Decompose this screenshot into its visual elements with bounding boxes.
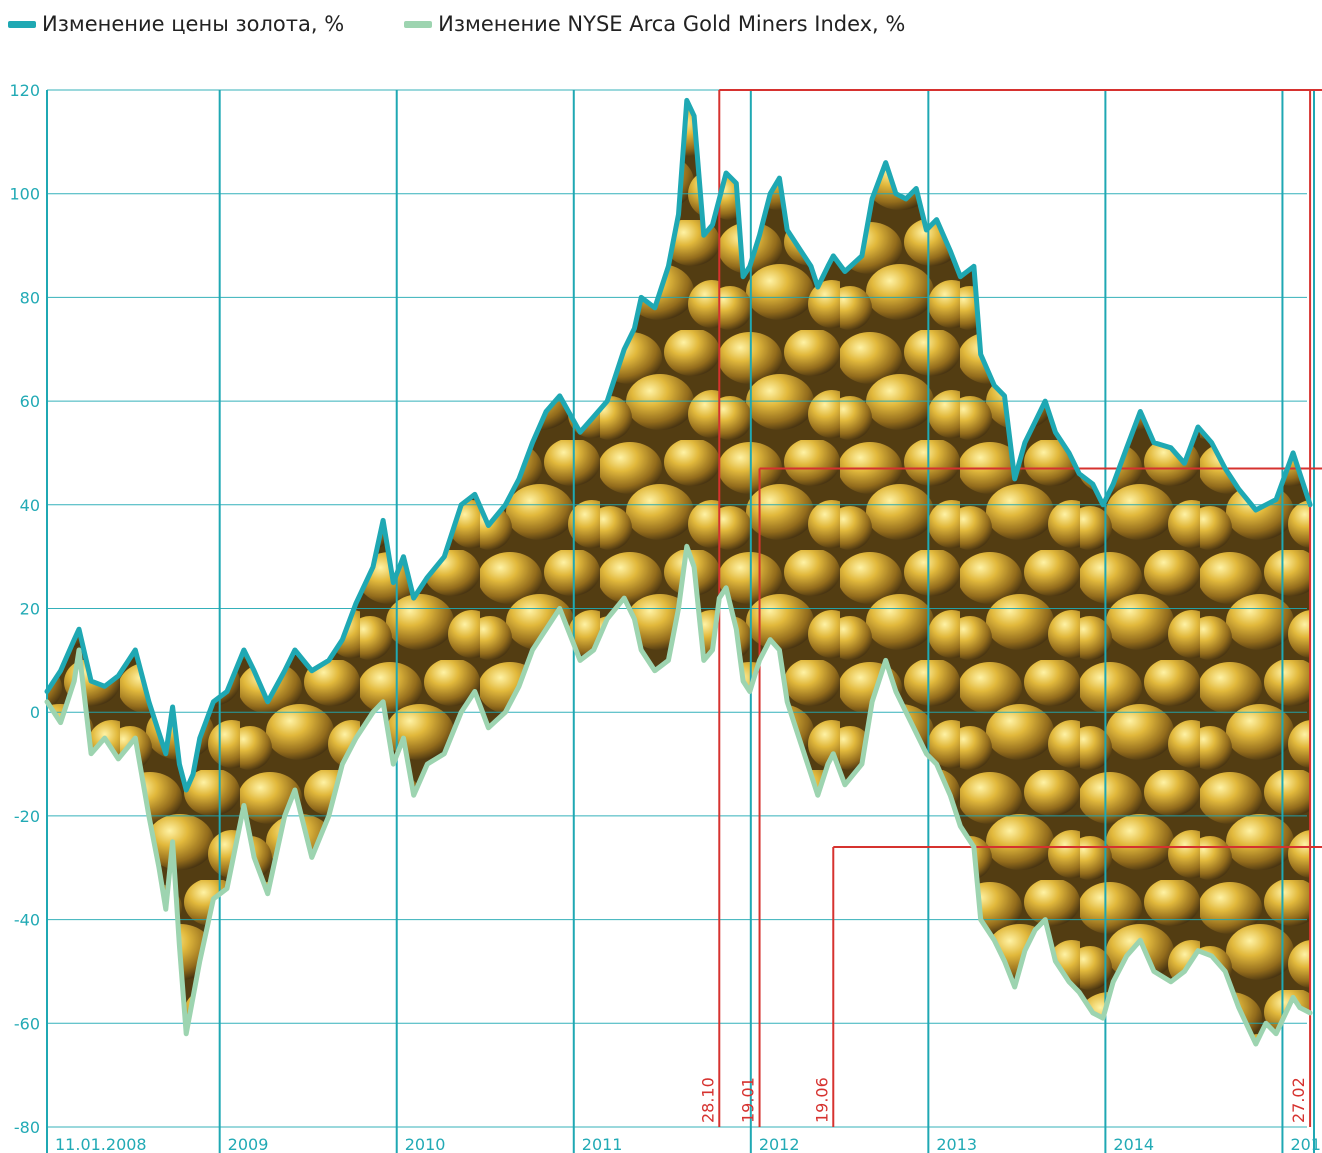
ytick-label--40: -40 xyxy=(14,911,40,930)
marker-label-0: 28.10 xyxy=(698,1077,717,1123)
legend: Изменение цены золота, % Изменение NYSE … xyxy=(8,8,965,40)
legend-item-miners: Изменение NYSE Arca Gold Miners Index, % xyxy=(404,12,905,36)
legend-item-gold: Изменение цены золота, % xyxy=(8,12,344,36)
ytick-label-60: 60 xyxy=(20,392,40,411)
ytick-label-80: 80 xyxy=(20,288,40,307)
legend-swatch-gold xyxy=(8,20,36,28)
ytick-label-20: 20 xyxy=(20,600,40,619)
xtick-label-6: 2014 xyxy=(1113,1135,1154,1153)
ytick-label-40: 40 xyxy=(20,496,40,515)
xtick-label-2: 2010 xyxy=(405,1135,446,1153)
legend-label-gold: Изменение цены золота, % xyxy=(42,12,345,36)
marker-label-3: 27.02 xyxy=(1289,1077,1308,1123)
xtick-label-3: 2011 xyxy=(582,1135,623,1153)
xtick-label-7: 2015 xyxy=(1290,1135,1322,1153)
ytick-label--80: -80 xyxy=(14,1118,40,1137)
area-between-series xyxy=(47,100,1311,1044)
legend-label-miners: Изменение NYSE Arca Gold Miners Index, % xyxy=(438,12,906,36)
ytick-label--60: -60 xyxy=(14,1014,40,1033)
legend-swatch-miners xyxy=(404,20,433,28)
ytick-label-0: 0 xyxy=(30,703,40,722)
xtick-label-4: 2012 xyxy=(759,1135,800,1153)
xtick-label-0: 11.01.2008 xyxy=(55,1135,147,1153)
xtick-label-1: 2009 xyxy=(228,1135,269,1153)
marker-label-2: 19.06 xyxy=(812,1077,831,1123)
series xyxy=(44,97,1313,1047)
xtick-label-5: 2013 xyxy=(936,1135,977,1153)
marker-label-1: 19.01 xyxy=(739,1077,758,1123)
series-line-gold xyxy=(44,97,1313,793)
ytick-label--20: -20 xyxy=(14,807,40,826)
gold-nuggets-fill xyxy=(47,100,1311,1044)
ytick-label-120: 120 xyxy=(9,81,40,100)
series-line-miners xyxy=(44,543,1313,1047)
x-axis: 11.01.2008 2009 2010 2011 2012 2013 2014 2015 xyxy=(55,1135,1322,1153)
ytick-label-100: 100 xyxy=(9,185,40,204)
y-axis: 120 100 80 60 40 20 0 -20 -40 -60 -80 xyxy=(9,81,40,1137)
